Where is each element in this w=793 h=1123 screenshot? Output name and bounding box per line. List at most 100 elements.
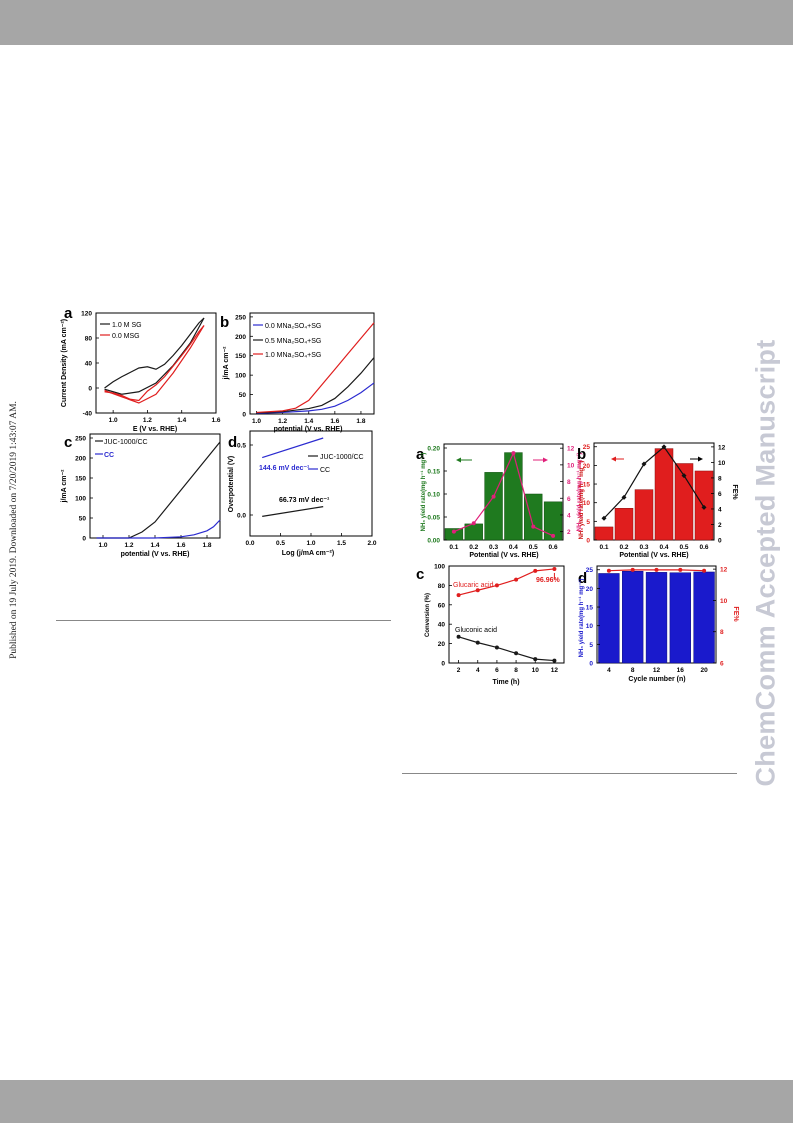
slope-annotation-juc: 66.73 mV dec⁻¹ <box>279 497 330 504</box>
x-ticks: 1.0 1.2 1.4 1.6 1.8 <box>98 535 212 549</box>
bar <box>669 572 691 664</box>
axes-frame <box>448 565 565 664</box>
y-tick-label: 0.20 <box>427 446 440 453</box>
series-line-sg <box>104 317 205 389</box>
axes-frame <box>249 430 373 537</box>
panel-left-b: b 250 200 150 100 50 0 1.0 1.2 1.4 1.6 1.8 potenti… <box>220 312 375 433</box>
data-point <box>681 473 687 479</box>
series-line-cc <box>96 519 221 539</box>
series-line-glucaric <box>458 568 555 596</box>
panel-right-d: d 25 20 15 10 5 0 12 10 8 6 4 8 12 16 20 Cycle number … <box>578 565 739 683</box>
bar <box>654 448 674 541</box>
y-tick-label: 6 <box>718 491 722 498</box>
black-line <box>601 444 707 521</box>
y-tick-label: 0.05 <box>427 515 440 522</box>
y-tick-label: 8 <box>720 629 724 636</box>
y-tick-label: 0 <box>589 661 593 668</box>
y-tick-label: 20 <box>583 463 591 470</box>
y-tick-label: 12 <box>720 567 728 574</box>
x-tick-label: 1.4 <box>177 417 186 424</box>
data-point <box>533 657 538 662</box>
y-tick-label: 50 <box>239 392 247 399</box>
x-tick-label: 0.1 <box>599 544 608 551</box>
x-tick-label: 1.0 <box>252 418 261 425</box>
y-tick-label: 40 <box>85 361 93 368</box>
y-tick-label: 0.5 <box>237 443 246 450</box>
y-ticks: 100 80 60 40 20 0 <box>434 564 452 668</box>
x-tick-label: 0.3 <box>639 544 648 551</box>
legend-label-05: 0.5 MNa₂SO₄+SG <box>265 338 321 345</box>
data-point <box>533 568 538 573</box>
x-axis-label: Potential (V vs. RHE) <box>469 552 538 559</box>
y-tick-label: 250 <box>75 436 86 443</box>
y-tick-label: 20 <box>586 586 594 593</box>
x-tick-label: 2 <box>457 667 461 674</box>
x-tick-label: 0.0 <box>245 540 254 547</box>
x-tick-label: 2.0 <box>367 540 376 547</box>
panel-letter: b <box>220 314 229 331</box>
series-line-fe <box>603 445 705 519</box>
x-axis-label: Cycle number (n) <box>628 676 685 683</box>
panel-left-c: c 250 200 150 100 50 0 1.0 1.2 1.4 1.6 1.8 potenti… <box>61 433 221 558</box>
magenta-line <box>451 451 556 538</box>
x-ticks: 2 4 6 8 10 12 <box>457 660 558 674</box>
series-line-right <box>453 451 554 537</box>
y-tick-label: 0 <box>88 386 92 393</box>
y-tick-label: 2 <box>567 529 571 536</box>
bar <box>622 570 644 664</box>
red-line <box>606 567 707 573</box>
y-axis-label: Conversion (%) <box>425 593 431 637</box>
y-tick-label: 100 <box>235 373 246 380</box>
bars <box>444 452 563 541</box>
legend-label-10: 1.0 MNa₂SO₄+SG <box>265 352 321 359</box>
data-point <box>621 494 627 500</box>
series-line-msg <box>104 325 205 402</box>
data-point <box>451 529 456 534</box>
axes-frame <box>249 312 375 415</box>
y-tick-label: -40 <box>83 411 93 418</box>
y-tick-label: 25 <box>586 567 594 574</box>
bar <box>614 508 634 541</box>
legend-label-0: 0.0 MNa₂SO₄+SG <box>265 323 321 330</box>
x-tick-label: 1.2 <box>124 542 133 549</box>
y-ticks-right: 12 10 8 6 4 2 0 <box>711 444 726 545</box>
data-point <box>475 588 480 593</box>
bar <box>524 493 543 541</box>
data-point <box>471 521 476 526</box>
data-point <box>456 634 461 639</box>
x-tick-label: 12 <box>653 667 661 674</box>
x-tick-label: 0.4 <box>509 544 518 551</box>
data-point <box>494 583 499 588</box>
bar <box>594 526 614 541</box>
legend-label-sg: 1.0 M SG <box>112 322 142 329</box>
y-tick-label: 0.0 <box>237 513 246 520</box>
y-axis-label-right: NH₃ yield rate(mg h⁻¹ mg⁻¹) <box>576 453 583 532</box>
x-tick-label: 0.2 <box>619 544 628 551</box>
x-tick-label: 1.5 <box>337 540 346 547</box>
arrow-right-icon <box>690 456 703 462</box>
y-ticks: 120 80 40 0 -40 <box>81 311 99 418</box>
y-tick-label: 150 <box>75 476 86 483</box>
y-tick-label: 10 <box>586 623 594 630</box>
y-tick-label: 10 <box>567 462 575 469</box>
arrow-left-icon <box>456 457 472 463</box>
y-tick-label: 8 <box>718 475 722 482</box>
series-line-05 <box>256 357 375 414</box>
x-tick-label: 8 <box>631 667 635 674</box>
data-point <box>552 566 557 571</box>
x-tick-label: 0.1 <box>449 544 458 551</box>
arrow-right-icon <box>533 457 548 463</box>
y-ticks: 250 200 150 100 50 0 <box>235 314 253 419</box>
x-tick-label: 1.4 <box>150 542 159 549</box>
y-ticks-right: 12 10 8 6 <box>713 567 728 668</box>
x-tick-label: 1.2 <box>143 417 152 424</box>
legend-label-juc: JUC-1000/CC <box>320 454 364 461</box>
axes-frame <box>593 442 715 541</box>
panel-letter: d <box>228 434 237 451</box>
y-tick-label: 50 <box>79 516 87 523</box>
panel-letter: b <box>577 446 586 463</box>
panel-right-c: c 100 80 60 40 20 0 2 4 6 8 10 12 Time (h) Conversi… <box>416 564 565 686</box>
y-tick-label: 40 <box>438 622 446 629</box>
